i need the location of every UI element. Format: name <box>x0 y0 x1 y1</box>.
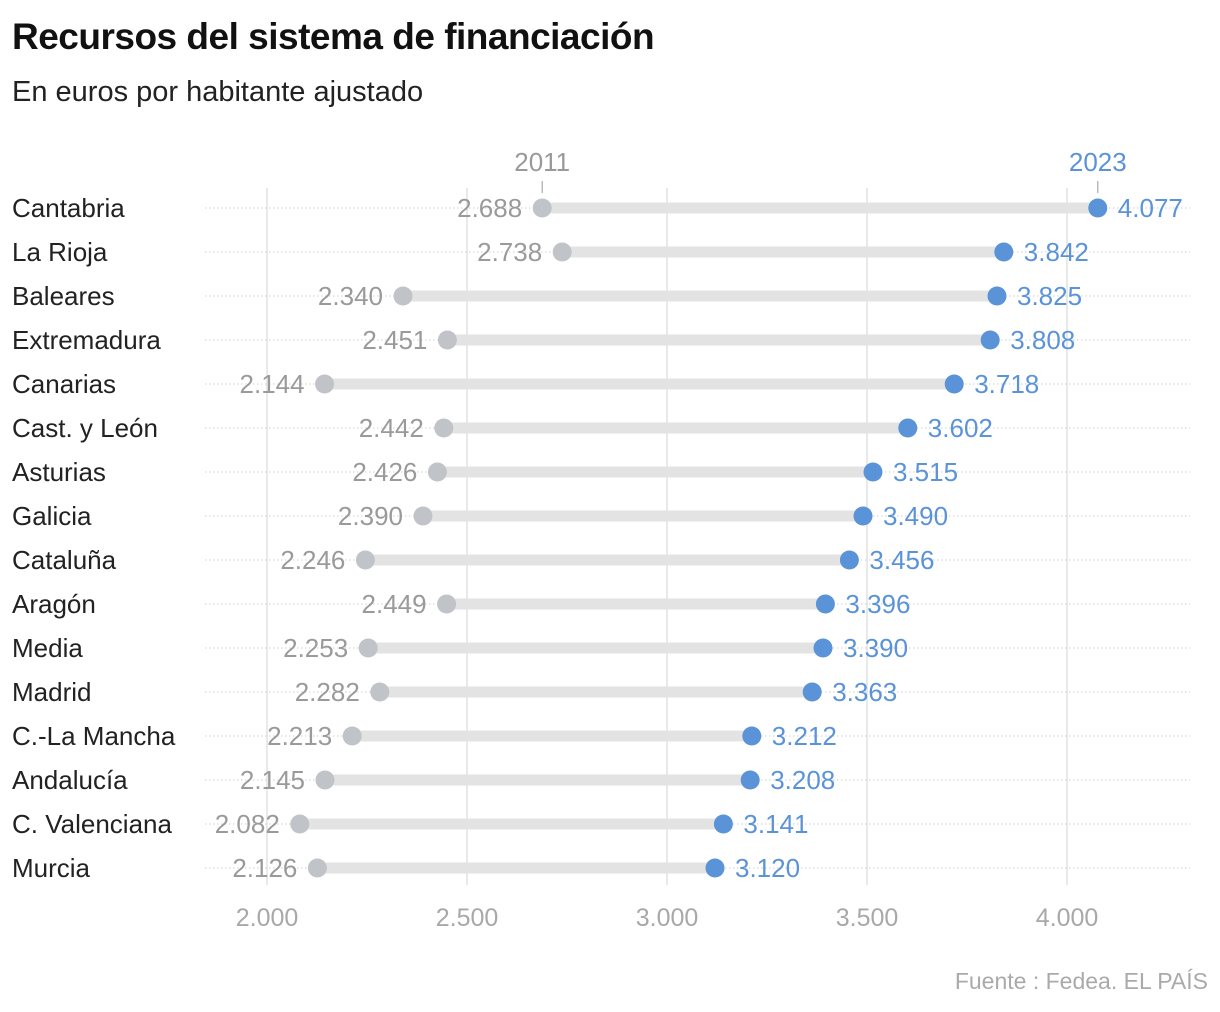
value-label-2023: 3.396 <box>845 589 910 619</box>
point-2011 <box>290 814 310 834</box>
point-2011 <box>532 198 552 218</box>
point-2023 <box>813 638 833 658</box>
value-label-2011: 2.688 <box>457 193 522 223</box>
chart-title: Recursos del sistema de financiación <box>12 16 655 57</box>
row-label: La Rioja <box>12 237 108 267</box>
point-2011 <box>315 770 335 790</box>
value-label-2023: 4.077 <box>1118 193 1183 223</box>
point-2023 <box>740 770 760 790</box>
row-label: Galicia <box>12 501 92 531</box>
chart-subtitle: En euros por habitante ajustado <box>12 76 424 108</box>
value-label-2011: 2.082 <box>215 809 280 839</box>
row-label: Baleares <box>12 281 115 311</box>
point-2023 <box>980 330 1000 350</box>
point-2011 <box>413 506 433 526</box>
point-2011 <box>434 418 454 438</box>
point-2011 <box>315 374 335 394</box>
point-2011 <box>370 682 390 702</box>
value-label-2011: 2.738 <box>477 237 542 267</box>
value-label-2023: 3.808 <box>1010 325 1075 355</box>
row-label: Aragón <box>12 589 96 619</box>
x-tick-label: 2.500 <box>436 904 499 932</box>
point-2023 <box>802 682 822 702</box>
row-label: Asturias <box>12 457 106 487</box>
point-2011 <box>437 594 457 614</box>
row-label: Cantabria <box>12 193 125 223</box>
value-label-2023: 3.456 <box>869 545 934 575</box>
value-label-2023: 3.363 <box>832 677 897 707</box>
value-label-2011: 2.253 <box>283 633 348 663</box>
point-2023 <box>994 242 1014 262</box>
point-2011 <box>355 550 375 570</box>
x-tick-label: 4.000 <box>1036 904 1099 932</box>
value-label-2023: 3.208 <box>770 765 835 795</box>
point-2011 <box>437 330 457 350</box>
value-label-2023: 3.490 <box>883 501 948 531</box>
value-label-2011: 2.246 <box>280 545 345 575</box>
point-2011 <box>393 286 413 306</box>
point-2023 <box>898 418 918 438</box>
point-2023 <box>713 814 733 834</box>
row-label: Canarias <box>12 369 116 399</box>
point-2023 <box>987 286 1007 306</box>
row-label: Cast. y León <box>12 413 158 443</box>
value-label-2023: 3.842 <box>1024 237 1089 267</box>
value-label-2011: 2.442 <box>359 413 424 443</box>
value-label-2011: 2.145 <box>240 765 305 795</box>
value-label-2011: 2.340 <box>318 281 383 311</box>
value-label-2011: 2.126 <box>232 853 297 883</box>
value-label-2023: 3.718 <box>974 369 1039 399</box>
value-label-2023: 3.120 <box>735 853 800 883</box>
row-label: C. Valenciana <box>12 809 172 839</box>
point-2011 <box>358 638 378 658</box>
value-label-2011: 2.213 <box>267 721 332 751</box>
row-label: Extremadura <box>12 325 161 355</box>
value-label-2011: 2.451 <box>362 325 427 355</box>
row-label: Madrid <box>12 677 91 707</box>
point-2011 <box>552 242 572 262</box>
value-label-2023: 3.515 <box>893 457 958 487</box>
point-2023 <box>853 506 873 526</box>
x-tick-label: 3.000 <box>636 904 699 932</box>
value-label-2023: 3.212 <box>772 721 837 751</box>
row-label: Cataluña <box>12 545 117 575</box>
value-label-2011: 2.282 <box>295 677 360 707</box>
point-2011 <box>342 726 362 746</box>
x-tick-label: 2.000 <box>236 904 299 932</box>
point-2023 <box>705 858 725 878</box>
point-2023 <box>815 594 835 614</box>
value-label-2011: 2.426 <box>352 457 417 487</box>
point-2011 <box>307 858 327 878</box>
legend-2011: 2011 <box>514 147 570 177</box>
value-label-2023: 3.390 <box>843 633 908 663</box>
source-note: Fuente : Fedea. EL PAÍS <box>954 968 1208 994</box>
value-label-2023: 3.141 <box>743 809 808 839</box>
point-2023 <box>742 726 762 746</box>
point-2023 <box>944 374 964 394</box>
row-label: Murcia <box>12 853 91 883</box>
row-label: Media <box>12 633 83 663</box>
point-2023 <box>1088 198 1108 218</box>
value-label-2011: 2.144 <box>240 369 305 399</box>
x-tick-label: 3.500 <box>836 904 899 932</box>
value-label-2023: 3.602 <box>928 413 993 443</box>
value-label-2011: 2.390 <box>338 501 403 531</box>
point-2023 <box>839 550 859 570</box>
row-label: C.-La Mancha <box>12 721 176 751</box>
value-label-2011: 2.449 <box>362 589 427 619</box>
point-2023 <box>863 462 883 482</box>
legend-2023: 2023 <box>1069 147 1127 177</box>
point-2011 <box>427 462 447 482</box>
value-label-2023: 3.825 <box>1017 281 1082 311</box>
row-label: Andalucía <box>12 765 128 795</box>
